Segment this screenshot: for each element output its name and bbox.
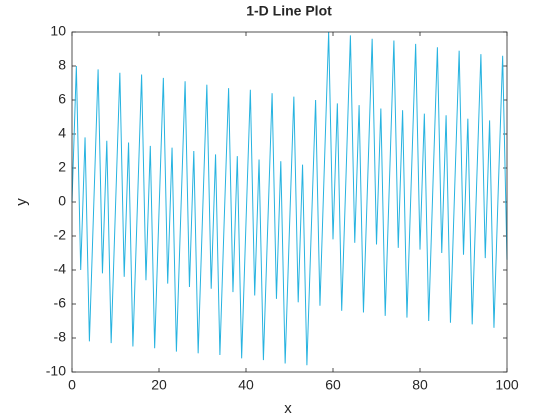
y-tick-label: 4 [58,125,66,141]
x-tick-label: 100 [495,377,519,393]
y-tick-label: -6 [54,295,67,311]
y-tick-label: 6 [58,91,66,107]
x-tick-label: 60 [325,377,341,393]
x-tick-label: 20 [151,377,167,393]
y-tick-label: 8 [58,57,66,73]
x-tick-label: 80 [412,377,428,393]
y-tick-label: -4 [54,261,67,277]
y-tick-label: -10 [46,363,66,379]
axes-box [71,31,508,373]
x-tick-label: 40 [238,377,254,393]
x-axis-label: x [284,400,292,417]
y-tick-label: 10 [50,23,66,39]
data-line [71,31,508,366]
y-tick-label: 2 [58,159,66,175]
x-tick-label: 0 [68,377,76,393]
y-axis-label: y [13,198,30,206]
chart-title: 1-D Line Plot [246,3,332,19]
y-tick-label: 0 [58,193,66,209]
y-tick-label: -2 [54,227,67,243]
y-tick-label: -8 [54,329,67,345]
